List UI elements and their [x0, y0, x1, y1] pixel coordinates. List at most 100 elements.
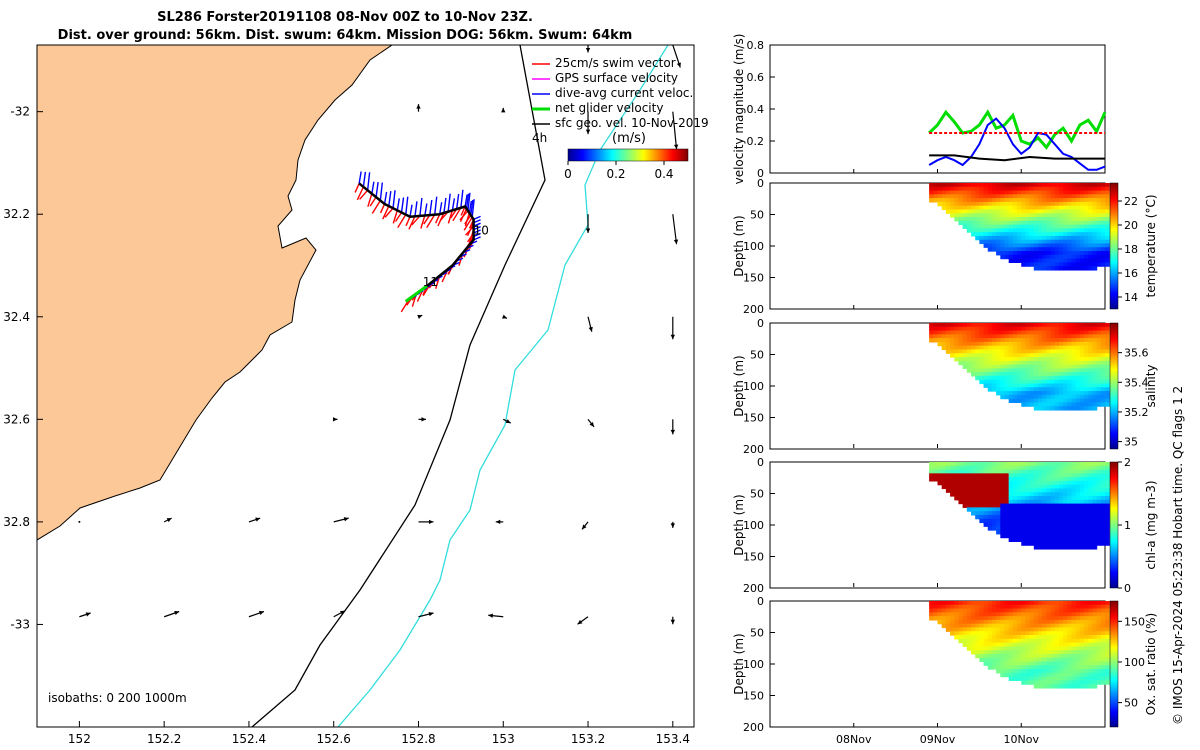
profile-cell: [1029, 330, 1035, 335]
profile-cell: [1004, 499, 1010, 505]
profile-cell: [1058, 243, 1064, 248]
profile-cell: [1038, 213, 1043, 218]
profile-cell: [1033, 217, 1039, 222]
profile-cell: [1046, 213, 1052, 218]
profile-cell: [1038, 503, 1043, 508]
geo-vector-head: [416, 104, 421, 109]
profile-cell: [1038, 323, 1043, 328]
profile-cell: [945, 462, 951, 467]
profile-cell: [996, 232, 1001, 237]
profile-cell: [1012, 480, 1018, 486]
profile-cell: [987, 353, 993, 358]
profile-cell: [1071, 262, 1077, 267]
profile-cell: [1075, 341, 1081, 347]
profile-cell: [1063, 627, 1068, 632]
profile-cell: [1021, 619, 1027, 625]
profile-cell: [1105, 638, 1110, 644]
profile-cell: [1105, 518, 1110, 524]
profile-cell: [1092, 330, 1098, 335]
profile-cell: [1071, 239, 1077, 245]
profile-cell: [1000, 601, 1006, 606]
profile-cell: [1054, 608, 1060, 613]
profile-cell: [1054, 514, 1060, 520]
profile-cell: [1050, 499, 1056, 505]
profile-cell: [1004, 661, 1010, 666]
profile-cell: [1084, 604, 1089, 610]
profile-cell: [1021, 480, 1027, 486]
dive-current-vector: [405, 196, 409, 215]
profile-cell: [1012, 503, 1018, 508]
profile-cell: [1046, 669, 1052, 674]
profile-cell: [1100, 680, 1106, 685]
profile-cell: [979, 653, 985, 659]
profile-cell: [1067, 604, 1073, 610]
map-x-tick-label: 152.2: [147, 732, 181, 746]
profile-cell: [979, 353, 985, 358]
profile-cell: [1105, 243, 1110, 248]
profile-cell: [1042, 612, 1047, 617]
profile-cell: [958, 345, 964, 351]
profile-cell: [1029, 345, 1035, 351]
profile-cell: [1033, 469, 1039, 474]
profile-cell: [1033, 251, 1039, 256]
profile-cell: [1105, 190, 1110, 195]
profile-cell: [1067, 665, 1073, 670]
profile-cell: [1071, 220, 1077, 226]
profile-colorbar-tick-label: 18: [1124, 243, 1138, 256]
profile-cell: [987, 503, 993, 508]
profile-colorbar-tick-label: 0: [1124, 582, 1131, 595]
profile-cell: [1025, 462, 1031, 467]
profile-cell: [1058, 224, 1064, 229]
profile-cell: [1088, 341, 1094, 347]
profile-cell: [1000, 635, 1006, 640]
profile-cell: [1000, 650, 1006, 655]
profile-cell: [1075, 480, 1081, 486]
profile-cell: [1008, 661, 1014, 666]
profile-cell: [1054, 334, 1060, 339]
profile-cell: [1092, 680, 1098, 685]
profile-y-tick-label: 100: [743, 380, 764, 393]
profile-cell: [1105, 394, 1110, 400]
profile-cell: [1000, 194, 1006, 199]
profile-cell: [1054, 353, 1060, 358]
profile-cell: [1008, 473, 1014, 478]
profile-cell: [1046, 477, 1052, 482]
profile-cell: [1042, 330, 1047, 335]
profile-cell: [1017, 623, 1022, 629]
profile-cell: [1008, 522, 1014, 527]
profile-cell: [1025, 334, 1031, 339]
profile-cell: [1046, 186, 1052, 192]
profile-cell: [1029, 391, 1035, 396]
profile-cell: [1033, 627, 1039, 632]
profile-cell: [987, 228, 993, 233]
profile-cell: [1025, 387, 1031, 392]
profile-cell: [1012, 198, 1018, 203]
profile-cell: [1021, 330, 1027, 335]
profile-cell: [1079, 537, 1085, 542]
profile-cell: [1042, 224, 1047, 229]
profile-cell: [1038, 379, 1043, 385]
profile-cell: [1054, 345, 1060, 351]
profile-cell: [1084, 323, 1089, 328]
profile-cell: [954, 619, 960, 625]
profile-cell: [971, 338, 976, 343]
profile-cell: [1000, 503, 1006, 508]
profile-cell: [962, 201, 968, 207]
profile-cell: [1033, 387, 1039, 392]
profile-cell: [1008, 254, 1014, 260]
profile-cell: [1084, 650, 1089, 655]
profile-cell: [945, 480, 951, 486]
legend-colorbar-ticks: 0 0.2 0.4: [564, 161, 674, 181]
profile-cell: [1067, 499, 1073, 505]
profile-cell: [1017, 232, 1022, 237]
profile-cell: [1084, 638, 1089, 644]
profile-cell: [979, 608, 985, 613]
profile-cell: [987, 326, 993, 332]
profile-cell: [1071, 465, 1077, 471]
profile-cell: [1088, 194, 1094, 199]
profile-cell: [983, 514, 989, 520]
profile-cell: [1021, 507, 1027, 512]
profile-cell: [987, 232, 993, 237]
profile-cell: [991, 492, 997, 497]
profile-cell: [1088, 646, 1094, 651]
